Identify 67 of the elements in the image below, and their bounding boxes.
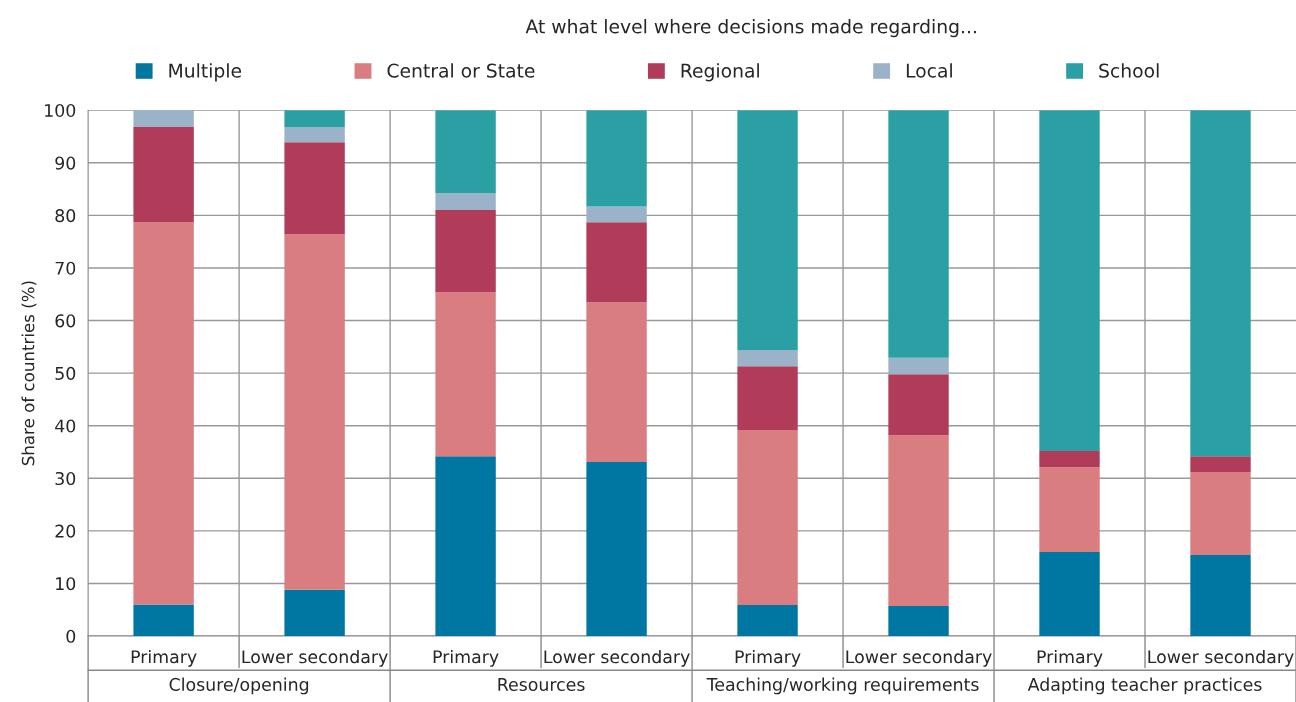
y-tick-label: 0 <box>66 629 76 643</box>
bar <box>586 302 647 462</box>
y-tick-label: 60 <box>55 314 76 328</box>
legend-label: Central or State <box>387 63 535 78</box>
legend-label: School <box>1099 63 1159 78</box>
bar <box>133 222 194 605</box>
bar <box>284 127 345 143</box>
bar <box>586 206 647 223</box>
x-tick-label: Primary <box>1037 649 1103 667</box>
y-tick-label: 100 <box>45 103 76 118</box>
bar <box>586 110 647 207</box>
bar <box>888 374 949 436</box>
bar <box>1190 456 1251 472</box>
bar <box>737 349 798 367</box>
bar <box>586 461 647 637</box>
bar <box>737 366 798 430</box>
bar <box>133 110 194 128</box>
y-tick-label: 80 <box>55 209 76 223</box>
bar <box>1039 467 1100 552</box>
x-tick-label: Lower secondary <box>1148 649 1294 667</box>
y-tick-label: 20 <box>55 524 76 538</box>
y-tick-label: 70 <box>55 261 76 275</box>
x-tick-label: Lower secondary <box>846 649 992 667</box>
y-tick-label: 90 <box>55 156 76 170</box>
bar <box>284 142 345 235</box>
bar <box>586 222 647 303</box>
bar <box>133 604 194 637</box>
legend-label: Regional <box>681 63 759 82</box>
bar <box>435 292 496 457</box>
text: Closure/opening <box>169 677 309 695</box>
y-tick-label: 40 <box>55 419 76 433</box>
bar <box>1039 450 1100 468</box>
bar <box>888 606 949 637</box>
x-tick-label: Primary <box>131 649 197 667</box>
bar <box>435 110 496 194</box>
x-tick-label: Lower secondary <box>242 649 388 667</box>
bar <box>284 110 345 128</box>
bar <box>284 589 345 637</box>
bar <box>284 234 345 590</box>
y-tick-label: 50 <box>55 366 76 380</box>
bar <box>888 110 949 358</box>
legend-label: Multiple <box>169 63 242 82</box>
bar <box>435 210 496 293</box>
chart-title: At what level where decisions made regarding... <box>525 19 976 38</box>
bar <box>1190 555 1251 637</box>
bar <box>133 127 194 223</box>
text: Resources <box>498 678 585 691</box>
bar <box>737 604 798 637</box>
bar <box>737 429 798 605</box>
bar <box>435 193 496 211</box>
x-tick-label: Primary <box>433 649 499 667</box>
bar <box>435 456 496 637</box>
bar <box>1190 471 1251 556</box>
bar <box>1039 110 1100 451</box>
bar <box>1190 110 1251 457</box>
text: Teaching/working requirements <box>706 677 979 695</box>
bar <box>888 435 949 607</box>
y-axis-title: Share of countries (%) <box>21 281 37 466</box>
x-tick-label: Primary <box>735 649 801 667</box>
y-tick-label: 10 <box>56 577 76 591</box>
y-tick-label: 30 <box>55 471 76 486</box>
bar <box>888 357 949 375</box>
legend-label: Local <box>906 63 952 78</box>
x-tick-label: Lower secondary <box>544 649 690 667</box>
bar <box>737 110 798 350</box>
text: Adapting teacher practices <box>1027 677 1262 695</box>
bar <box>1039 551 1100 637</box>
